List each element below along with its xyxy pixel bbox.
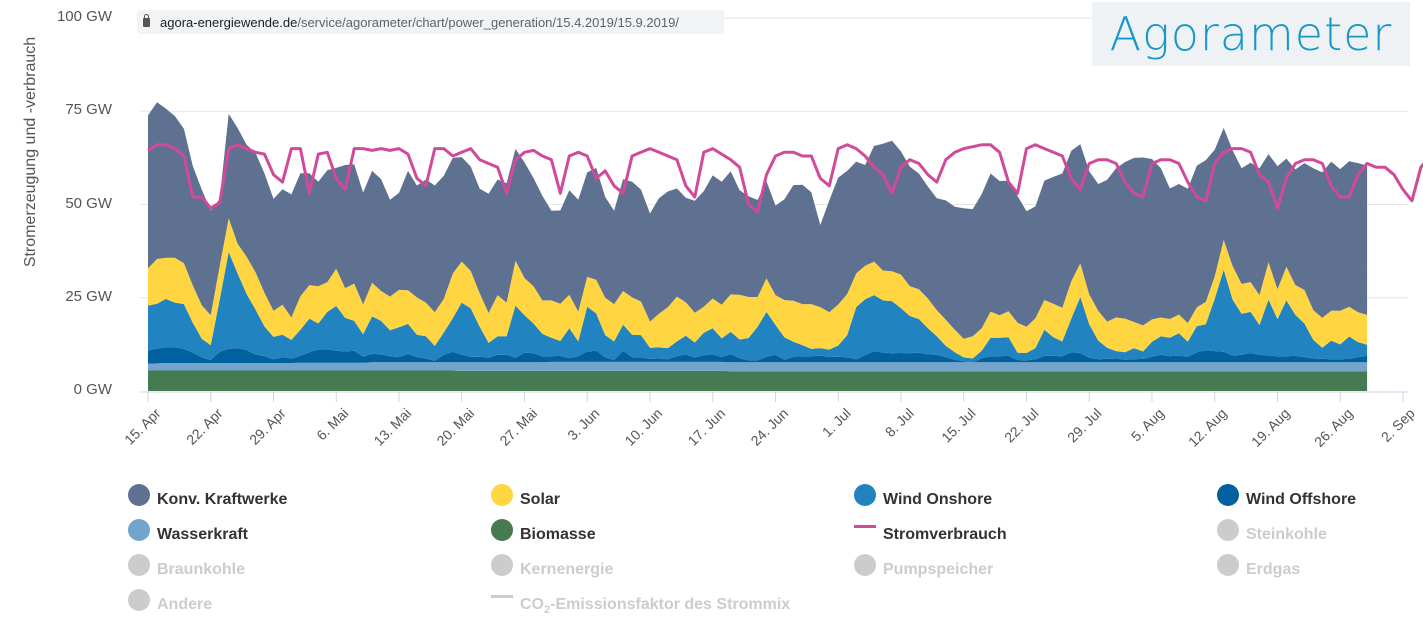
legend-dot-marker-icon (1217, 519, 1239, 541)
legend-dot-marker-icon (491, 484, 513, 506)
url-host: agora-energiewende.de (160, 14, 298, 30)
legend-item-steinkohle[interactable]: Steinkohle (1217, 519, 1327, 543)
legend-item-braunkohle[interactable]: Braunkohle (128, 554, 246, 578)
legend-label: Wind Offshore (1246, 491, 1357, 508)
area-wind-offshore[interactable] (148, 347, 1368, 364)
legend-item-andere[interactable]: Andere (128, 589, 213, 613)
legend-dot-marker-icon (854, 484, 876, 506)
legend-item-pumpspeicher[interactable]: Pumpspeicher (854, 554, 994, 578)
legend-item-wind-offshore[interactable]: Wind Offshore (1217, 484, 1357, 508)
legend-dot-marker-icon (128, 589, 150, 611)
agorameter-logo: Agorameter (1092, 2, 1410, 66)
legend-label: Andere (157, 596, 213, 613)
legend-label: Braunkohle (157, 561, 246, 578)
legend-label: Stromverbrauch (883, 526, 1007, 543)
legend-label: Solar (520, 491, 561, 508)
legend-item-biomasse[interactable]: Biomasse (491, 519, 596, 543)
line-stromverbrauch[interactable] (147, 143, 1423, 214)
y-tick-label: 25 GW (65, 287, 112, 305)
legend-dot-marker-icon (491, 554, 513, 576)
area-solar[interactable] (148, 218, 1368, 359)
legend-label: Kernenergie (520, 561, 614, 578)
y-tick-label: 50 GW (65, 194, 112, 212)
y-tick-label: 75 GW (65, 101, 112, 119)
legend-label: Wind Onshore (883, 491, 993, 508)
legend-item-wind-onshore[interactable]: Wind Onshore (854, 484, 993, 508)
area-wasserkraft[interactable] (148, 361, 1368, 372)
y-tick-label: 100 GW (56, 8, 112, 25)
legend-item-stromverbrauch[interactable]: Stromverbrauch (854, 525, 1007, 543)
legend-line-marker-icon (854, 525, 876, 528)
legend-item-wasserkraft[interactable]: Wasserkraft (128, 519, 249, 543)
url-bar[interactable]: agora-energiewende.de/service/agorameter… (137, 10, 724, 34)
legend-dot-marker-icon (128, 554, 150, 576)
legend-item-kernenergie[interactable]: Kernenergie (491, 554, 614, 578)
legend-label: Pumpspeicher (883, 561, 994, 578)
url-path: /service/agorameter/chart/power_generati… (297, 14, 679, 30)
legend-item-konv-kraftwerke[interactable]: Konv. Kraftwerke (128, 484, 288, 508)
legend-label: Wasserkraft (157, 526, 249, 543)
legend-dot-marker-icon (128, 519, 150, 541)
legend-dot-marker-icon (491, 519, 513, 541)
legend-label: Konv. Kraftwerke (157, 491, 288, 508)
area-biomasse[interactable] (148, 370, 1368, 391)
legend-label-suffix: -Emissionsfaktor des Strommix (550, 596, 791, 613)
legend-item-co2-emissionsfaktor[interactable]: CO2-Emissionsfaktor des Strommix (491, 595, 790, 618)
legend-dot-marker-icon (128, 484, 150, 506)
legend-label: Erdgas (1246, 561, 1301, 578)
legend-label: CO2-Emissionsfaktor des Strommix (520, 597, 790, 618)
logo-text: Agorameter (1109, 7, 1393, 61)
y-tick-label: 0 GW (73, 381, 112, 398)
legend-dot-marker-icon (854, 554, 876, 576)
area-konv-kraftwerke[interactable] (148, 102, 1368, 339)
y-axis-title: Stromerzeugung und -verbrauch (22, 36, 39, 268)
legend-label-sub: 2 (544, 604, 551, 617)
legend-dot-marker-icon (1217, 484, 1239, 506)
legend-item-erdgas[interactable]: Erdgas (1217, 554, 1301, 578)
legend-item-solar[interactable]: Solar (491, 484, 561, 508)
legend-label: Biomasse (520, 526, 596, 543)
legend-dot-marker-icon (1217, 554, 1239, 576)
legend-line-marker-icon (491, 595, 513, 598)
area-wind-onshore[interactable] (148, 251, 1368, 363)
lock-icon (143, 13, 150, 27)
legend-label-prefix: CO (520, 596, 544, 613)
legend-label: Steinkohle (1246, 526, 1327, 543)
